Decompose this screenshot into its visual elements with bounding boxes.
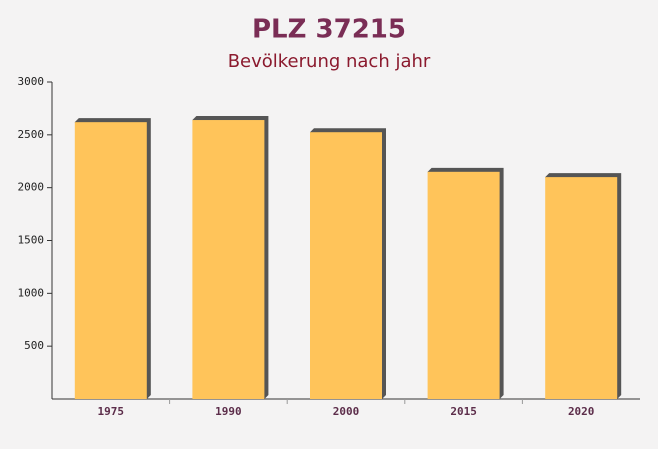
bar	[545, 177, 618, 399]
x-tick-label: 1990	[215, 405, 242, 418]
x-tick-label: 2020	[568, 405, 595, 418]
y-tick-label: 500	[24, 339, 44, 352]
y-tick-label: 2000	[18, 181, 45, 194]
y-tick-label: 2500	[18, 128, 45, 141]
bar	[192, 120, 265, 399]
x-tick-label: 2015	[450, 405, 477, 418]
y-tick-label: 1000	[18, 286, 45, 299]
bar	[310, 132, 382, 400]
y-tick-label: 1500	[18, 234, 45, 247]
y-tick-label: 3000	[18, 75, 45, 88]
x-tick-label: 1975	[98, 405, 125, 418]
x-tick-label: 2000	[333, 405, 360, 418]
bar	[427, 171, 500, 399]
chart-subtitle: Bevölkerung nach jahr	[228, 51, 431, 72]
bar	[74, 122, 147, 400]
chart-title: PLZ 37215	[252, 15, 406, 45]
